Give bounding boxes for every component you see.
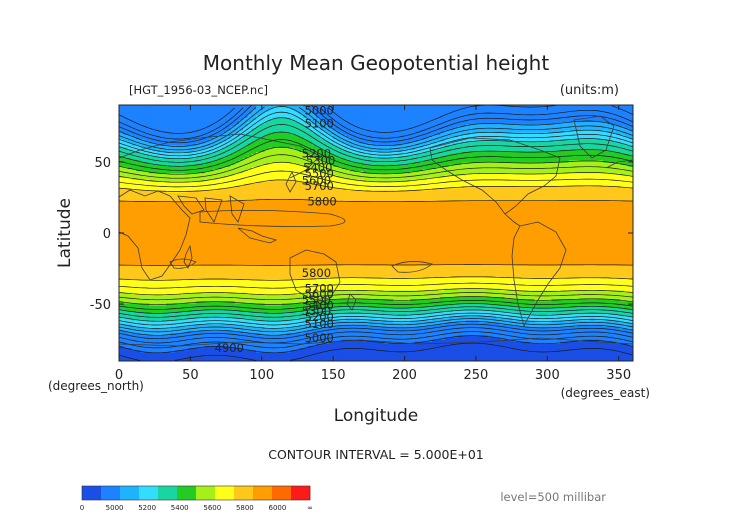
colorbar <box>81 485 311 501</box>
colorbar-bin <box>177 486 187 500</box>
colorbar-bin <box>291 486 301 500</box>
contour-label: 5100 <box>305 116 334 130</box>
x-tick-label: 50 <box>182 368 199 383</box>
file-label: [HGT_1956-03_NCEP.nc] <box>129 83 268 97</box>
colorbar-bin <box>262 486 273 500</box>
x-axis: 0 50 100 150 200 250 300 350 <box>115 105 631 383</box>
y-unit-label: (degrees_north) <box>48 379 144 393</box>
colorbar-bin <box>186 486 197 500</box>
colorbar-bin <box>215 486 225 500</box>
x-tick-label: 100 <box>249 368 274 383</box>
colorbar-bin <box>205 486 216 500</box>
colorbar-label: 5000 <box>106 504 124 512</box>
x-unit-label: (degrees_east) <box>561 386 650 400</box>
chart-title: Monthly Mean Geopotential height <box>203 51 550 75</box>
contour-label: 5800 <box>307 195 336 209</box>
contour-label: 5700 <box>305 281 334 295</box>
colorbar-bin <box>196 486 206 500</box>
colorbar-bin <box>129 486 140 500</box>
colorbar-bin <box>110 486 121 500</box>
contour-fill <box>119 105 633 361</box>
x-tick-label: 250 <box>464 368 489 383</box>
contour-label: 5800 <box>302 266 331 280</box>
x-tick-label: 0 <box>115 368 123 383</box>
colorbar-bin <box>91 486 102 500</box>
contour-label: 5700 <box>305 179 334 193</box>
colorbar-bin <box>300 486 311 500</box>
x-tick-label: 150 <box>321 368 346 383</box>
colorbar-bin <box>148 486 159 500</box>
contour-label: 5000 <box>305 331 334 345</box>
contour-interval-text: CONTOUR INTERVAL = 5.000E+01 <box>268 447 484 462</box>
contour-label: 5200 <box>302 146 331 160</box>
colorbar-label: 5800 <box>236 504 254 512</box>
contour-label: 5200 <box>305 310 334 324</box>
colorbar-bin <box>224 486 235 500</box>
colorbar-bin <box>281 486 292 500</box>
y-tick-label: -50 <box>90 298 111 313</box>
y-axis: -50 0 50 <box>90 156 633 313</box>
colorbar-label: 5400 <box>171 504 189 512</box>
contour-label: 5500 <box>302 293 331 307</box>
x-axis-title: Longitude <box>334 406 419 426</box>
contour-label: 5300 <box>306 153 335 167</box>
colorbar-label: 6000 <box>269 504 287 512</box>
y-tick-label: 0 <box>103 227 111 242</box>
units-label: (units:m) <box>560 83 619 98</box>
contour-label: 4900 <box>215 341 244 355</box>
contour-label: 5300 <box>302 304 331 318</box>
contour-value-labels: 5000510052005300540055005600570058005800… <box>215 104 337 356</box>
x-tick-label: 350 <box>606 368 631 383</box>
colorbar-labels: 0 5000 5200 5400 5600 5800 6000 ∞ <box>80 504 313 512</box>
colorbar-label: 0 <box>80 504 84 512</box>
colorbar-label: ∞ <box>307 504 313 512</box>
y-axis-title: Latitude <box>55 198 75 268</box>
colorbar-label: 5600 <box>203 504 221 512</box>
y-tick-label: 50 <box>94 156 111 171</box>
x-tick-label: 200 <box>392 368 417 383</box>
contour-label: 5600 <box>302 173 331 187</box>
contour-label: 5600 <box>305 287 334 301</box>
colorbar-bin <box>158 486 168 500</box>
colorbar-bin <box>82 486 92 500</box>
colorbar-bin <box>101 486 111 500</box>
colorbar-bin <box>272 486 282 500</box>
contour-label: 5000 <box>305 104 334 118</box>
contour-lines <box>119 105 633 361</box>
x-tick-label: 300 <box>535 368 560 383</box>
level-text: level=500 millibar <box>500 490 606 504</box>
colorbar-bin <box>253 486 263 500</box>
colorbar-bin <box>139 486 149 500</box>
colorbar-frame <box>81 485 311 501</box>
colorbar-bin <box>120 486 130 500</box>
colorbar-label: 5200 <box>138 504 156 512</box>
contour-label: 5500 <box>305 166 334 180</box>
contour-label: 5400 <box>303 161 332 175</box>
contour-label: 5400 <box>305 299 334 313</box>
colorbar-bin <box>167 486 178 500</box>
colorbar-bin <box>243 486 254 500</box>
contour-label: 5100 <box>305 317 334 331</box>
coastline-outlines <box>119 115 633 347</box>
colorbar-bin <box>234 486 244 500</box>
